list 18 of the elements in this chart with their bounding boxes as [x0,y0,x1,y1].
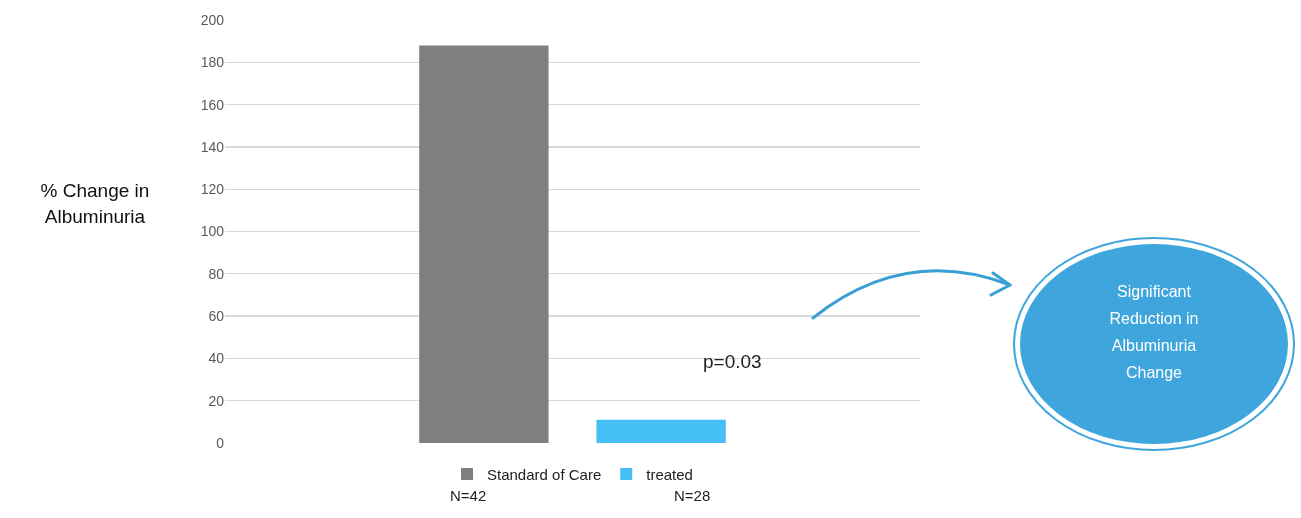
y-tick-label: 0 [216,434,225,451]
legend-label: Standard of Care [487,465,602,483]
y-tick-label: 200 [200,11,225,28]
y-tick-label: 80 [208,265,225,282]
text: Significant Reduction in Albuminuria Change [1108,282,1200,383]
y-tick-label: 40 [208,350,225,367]
annotation: p=0.03 [703,351,762,372]
y-tick-label: 180 [200,54,225,71]
y-tick-label: 100 [200,223,225,240]
text: N=42 [450,487,487,504]
legend-label: treated [646,465,693,483]
y-tick-label: 160 [200,96,225,113]
y-tick-label: 140 [200,138,225,155]
y-tick-label: 60 [208,308,225,324]
y-tick-label: 20 [208,392,225,409]
y-tick-label: 120 [200,181,225,198]
y-axis-title: % Change in Albuminuria [39,179,151,229]
text: N=28 [674,487,711,504]
